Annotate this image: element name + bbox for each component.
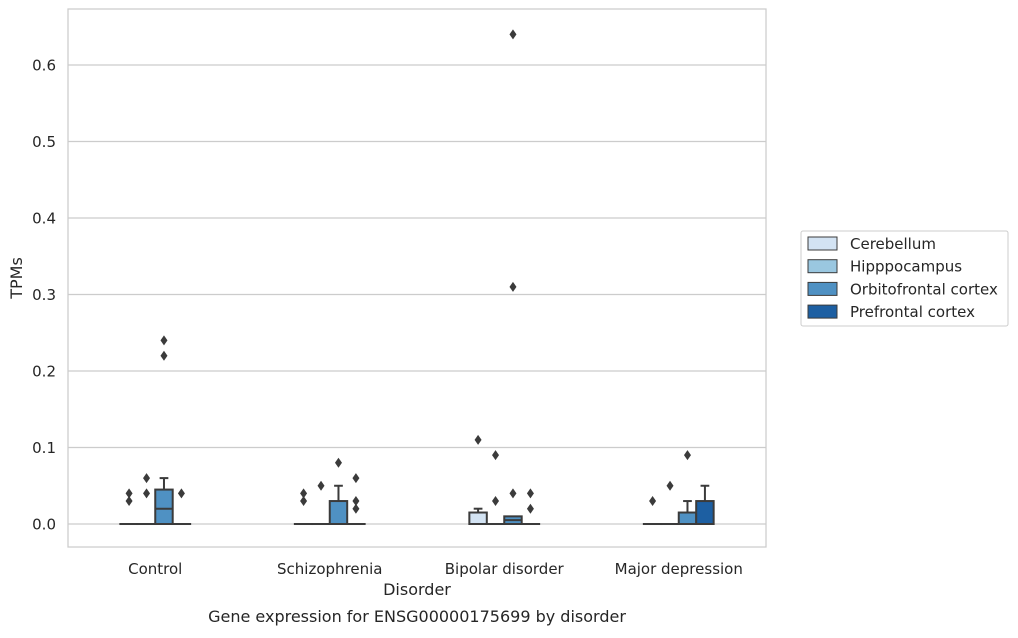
x-tick-label: Schizophrenia (277, 560, 382, 578)
legend-swatch (808, 260, 837, 273)
box-iqr (469, 513, 486, 524)
legend-swatch (808, 305, 837, 318)
box-iqr (155, 490, 172, 524)
chart-caption: Gene expression for ENSG00000175699 by d… (208, 607, 626, 626)
y-axis-ticks: 0.0 0.1 0.2 0.3 0.4 0.5 0.6 (32, 57, 56, 534)
legend-label: Prefrontal cortex (850, 303, 975, 321)
y-tick-label: 0.3 (32, 286, 56, 304)
y-tick-label: 0.2 (32, 363, 56, 381)
legend: Cerebellum Hipppocampus Orbitofrontal cort… (801, 231, 1008, 326)
legend-swatch (808, 237, 837, 250)
y-tick-label: 0.6 (32, 57, 56, 75)
legend-label: Cerebellum (850, 235, 936, 253)
y-tick-label: 0.1 (32, 439, 56, 457)
box-iqr (330, 501, 347, 524)
x-tick-label: Major depression (615, 560, 743, 578)
y-tick-label: 0.5 (32, 133, 56, 151)
box-iqr (696, 501, 713, 524)
legend-label: Hipppocampus (850, 258, 962, 276)
x-axis-ticks: Control Schizophrenia Bipolar disorder Majo… (128, 560, 743, 578)
legend-swatch (808, 282, 837, 295)
y-tick-label: 0.0 (32, 516, 56, 534)
box-iqr (679, 513, 696, 524)
x-tick-label: Bipolar disorder (445, 560, 565, 578)
x-tick-label: Control (128, 560, 182, 578)
x-axis-label: Disorder (383, 580, 451, 599)
legend-label: Orbitofrontal cortex (850, 280, 998, 298)
y-axis-label: TPMs (7, 257, 26, 300)
y-tick-label: 0.4 (32, 210, 56, 228)
plot-area (68, 9, 766, 547)
